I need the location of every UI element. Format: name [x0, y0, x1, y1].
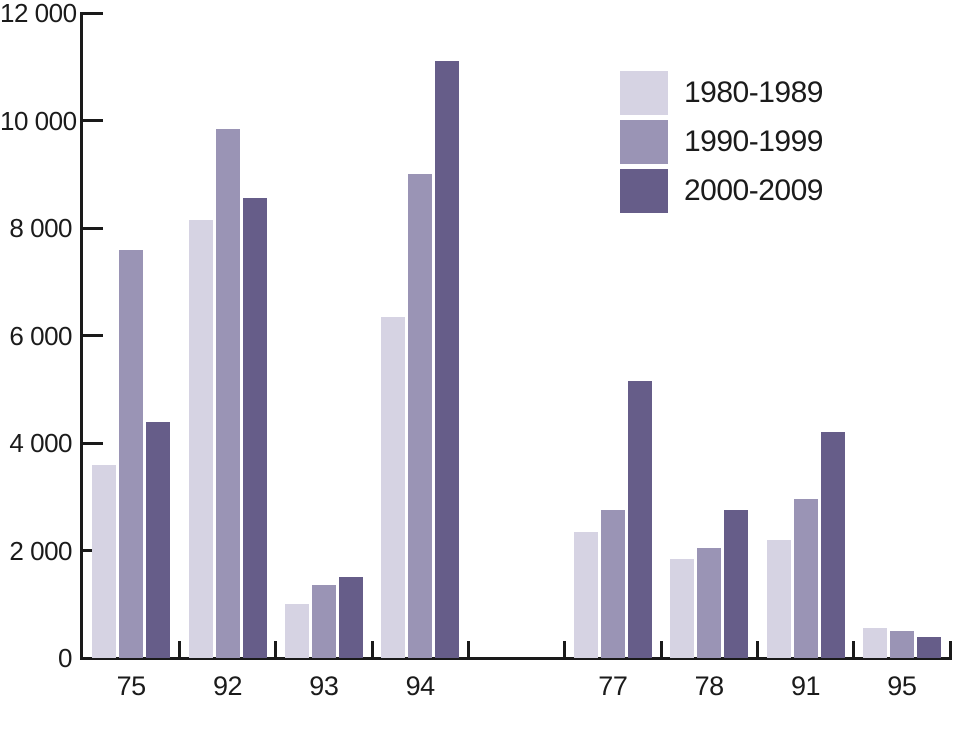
bar	[381, 316, 406, 658]
y-tick-label: 10 000	[0, 105, 77, 136]
bar	[338, 577, 363, 658]
x-tick	[563, 641, 567, 658]
y-tick-label: 8 000	[9, 213, 72, 243]
bar	[916, 636, 941, 658]
x-tick	[852, 641, 856, 658]
bar	[119, 249, 144, 658]
legend-label: 1990-1999	[684, 125, 823, 158]
bar	[670, 558, 695, 658]
bar	[889, 631, 914, 658]
x-tick-label: 93	[309, 671, 339, 701]
y-axis	[80, 12, 83, 659]
y-tick	[83, 441, 103, 445]
x-tick	[659, 641, 663, 658]
bar	[862, 628, 887, 658]
bar	[766, 539, 791, 658]
bar	[600, 510, 625, 658]
bar	[215, 128, 240, 658]
bar	[697, 547, 722, 658]
y-tick-label: 0	[58, 643, 72, 673]
bar	[408, 174, 433, 658]
x-tick-label: 92	[212, 671, 243, 701]
x-tick-label: 94	[405, 671, 436, 701]
x-tick-label: 75	[116, 671, 147, 701]
y-tick	[83, 226, 103, 230]
bar	[242, 198, 267, 658]
legend-item: 1980-1989	[620, 71, 823, 115]
bar	[820, 432, 845, 658]
bar	[724, 510, 749, 658]
legend-item: 1990-1999	[620, 120, 823, 164]
legend-swatch	[620, 120, 668, 164]
legend-label: 1980-1989	[684, 76, 823, 109]
y-tick	[83, 656, 103, 660]
bar	[188, 219, 213, 658]
y-tick-label: 4 000	[9, 428, 72, 458]
y-tick-label: 2 000	[9, 535, 72, 566]
x-tick-label: 95	[887, 671, 917, 701]
x-tick	[177, 641, 181, 658]
bar	[311, 585, 336, 658]
x-tick	[274, 641, 278, 658]
legend-swatch	[620, 169, 668, 213]
bar	[92, 464, 117, 658]
legend-swatch	[620, 71, 668, 115]
x-axis	[80, 657, 952, 660]
bar	[793, 499, 818, 658]
y-tick-label: 6 000	[9, 320, 72, 351]
x-tick	[370, 641, 374, 658]
legend-label: 2000-2009	[684, 174, 823, 207]
bar	[284, 604, 309, 658]
x-tick-label: 91	[790, 671, 821, 701]
bar	[435, 61, 460, 658]
x-tick	[948, 641, 952, 658]
y-tick	[83, 334, 103, 337]
y-tick-label: 12 000	[0, 0, 77, 28]
y-tick	[83, 11, 103, 15]
bar	[573, 531, 598, 658]
x-tick-label: 77	[598, 671, 628, 701]
y-tick	[83, 119, 103, 122]
legend-item: 2000-2009	[620, 169, 823, 213]
bar	[627, 381, 652, 658]
bar	[146, 421, 171, 658]
legend: 1980-1989 1990-1999 2000-2009	[620, 71, 823, 213]
x-tick	[755, 641, 759, 658]
x-tick	[466, 641, 470, 658]
x-tick-label: 78	[694, 671, 725, 701]
